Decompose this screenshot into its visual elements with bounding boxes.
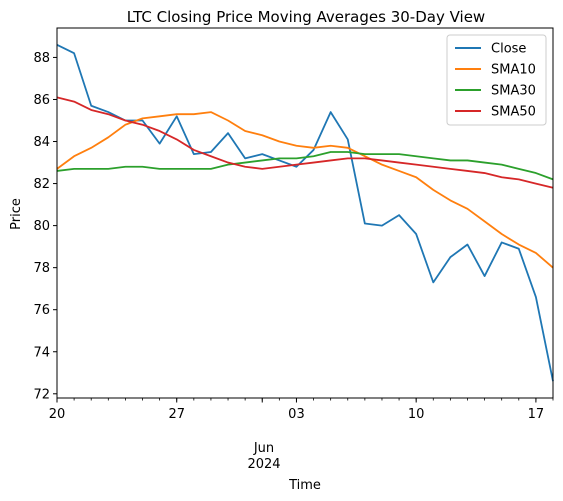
y-tick-label: 82 bbox=[33, 177, 50, 192]
plot-frame bbox=[56, 27, 554, 399]
legend: Close SMA10 SMA30 SMA50 bbox=[446, 34, 547, 126]
x-tick-label: 10 bbox=[408, 407, 425, 422]
series-line-close bbox=[56, 44, 554, 382]
y-tick-label: 78 bbox=[33, 261, 50, 276]
x-axis-label: Time bbox=[288, 478, 321, 493]
x-tick-label: 17 bbox=[528, 407, 545, 422]
y-tick-label: 80 bbox=[33, 219, 50, 234]
y-tick-label: 72 bbox=[33, 387, 50, 402]
x-tick-label: 27 bbox=[168, 407, 185, 422]
legend-label-close: Close bbox=[491, 42, 526, 57]
y-tick-label: 84 bbox=[33, 135, 50, 150]
legend-label-sma10: SMA10 bbox=[491, 63, 536, 78]
y-tick-label: 86 bbox=[33, 93, 50, 108]
legend-label-sma30: SMA30 bbox=[491, 84, 536, 99]
x-axis: 20 27 03 10 17 bbox=[49, 398, 554, 422]
y-tick-label: 88 bbox=[33, 51, 50, 66]
x-tick-label: 20 bbox=[49, 407, 66, 422]
x-tick-label: 03 bbox=[288, 407, 305, 422]
legend-box bbox=[446, 34, 547, 126]
x-month-label: Jun bbox=[253, 441, 274, 456]
y-tick-label: 76 bbox=[33, 303, 50, 318]
series-line-sma10 bbox=[56, 111, 554, 269]
series-layer bbox=[56, 44, 554, 382]
series-line-sma30 bbox=[56, 151, 554, 181]
x-year-label: 2024 bbox=[247, 457, 280, 472]
y-axis-label: Price bbox=[9, 198, 24, 230]
y-axis: 72 74 76 78 80 82 84 86 88 bbox=[33, 51, 57, 402]
chart-title: LTC Closing Price Moving Averages 30-Day… bbox=[127, 8, 485, 26]
y-tick-label: 74 bbox=[33, 345, 50, 360]
legend-label-sma50: SMA50 bbox=[491, 105, 536, 120]
series-line-sma50 bbox=[56, 96, 554, 189]
